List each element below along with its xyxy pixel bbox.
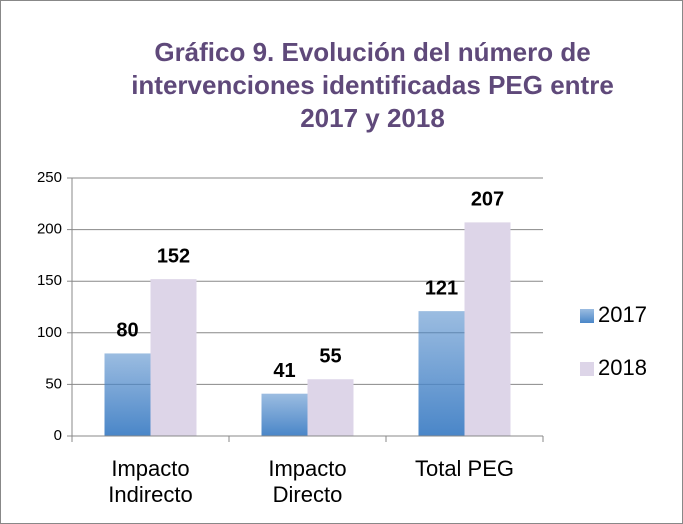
bar (261, 393, 308, 436)
legend-swatch (580, 362, 594, 376)
bar (418, 311, 465, 436)
data-label: 152 (157, 245, 190, 267)
y-tick-label: 100 (37, 324, 62, 341)
legend-label: 2018 (598, 355, 647, 380)
data-label: 41 (273, 360, 295, 382)
bar (150, 279, 197, 436)
data-label: 80 (116, 320, 138, 342)
y-tick-label: 0 (54, 427, 62, 444)
data-label: 121 (425, 277, 458, 299)
y-tick-label: 50 (45, 375, 62, 392)
x-tick-label: Impacto Directo (268, 456, 347, 507)
bar (464, 222, 511, 436)
chart-title: Gráfico 9. Evolución del número de inter… (131, 37, 614, 133)
legend-label: 2017 (598, 302, 647, 327)
y-tick-label: 250 (37, 169, 62, 186)
bar (307, 379, 354, 436)
y-tick-label: 150 (37, 272, 62, 289)
y-tick-label: 200 (37, 221, 62, 238)
bar (104, 353, 151, 436)
data-label: 55 (319, 346, 341, 368)
x-tick-label: Total PEG (414, 456, 515, 481)
legend-swatch (580, 309, 594, 323)
x-tick-label: Impacto Indirecto (108, 456, 193, 507)
data-label: 207 (471, 189, 504, 211)
